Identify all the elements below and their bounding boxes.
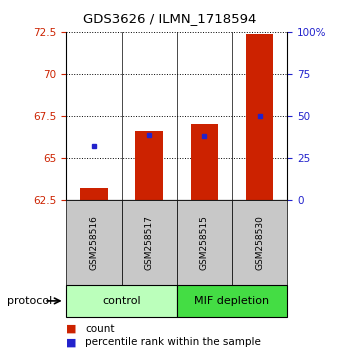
Text: GSM258516: GSM258516 <box>89 215 98 270</box>
Text: percentile rank within the sample: percentile rank within the sample <box>85 337 261 347</box>
Text: ■: ■ <box>66 324 77 333</box>
Text: GDS3626 / ILMN_1718594: GDS3626 / ILMN_1718594 <box>83 12 257 25</box>
Bar <box>246 34 273 200</box>
Text: ■: ■ <box>66 337 77 347</box>
Text: control: control <box>102 296 141 306</box>
Text: MIF depletion: MIF depletion <box>194 296 270 306</box>
Text: protocol: protocol <box>7 296 52 306</box>
Text: count: count <box>85 324 115 333</box>
Bar <box>80 188 108 200</box>
Bar <box>191 124 218 200</box>
Text: GSM258530: GSM258530 <box>255 215 264 270</box>
Bar <box>135 131 163 200</box>
Text: GSM258517: GSM258517 <box>145 215 154 270</box>
Text: GSM258515: GSM258515 <box>200 215 209 270</box>
